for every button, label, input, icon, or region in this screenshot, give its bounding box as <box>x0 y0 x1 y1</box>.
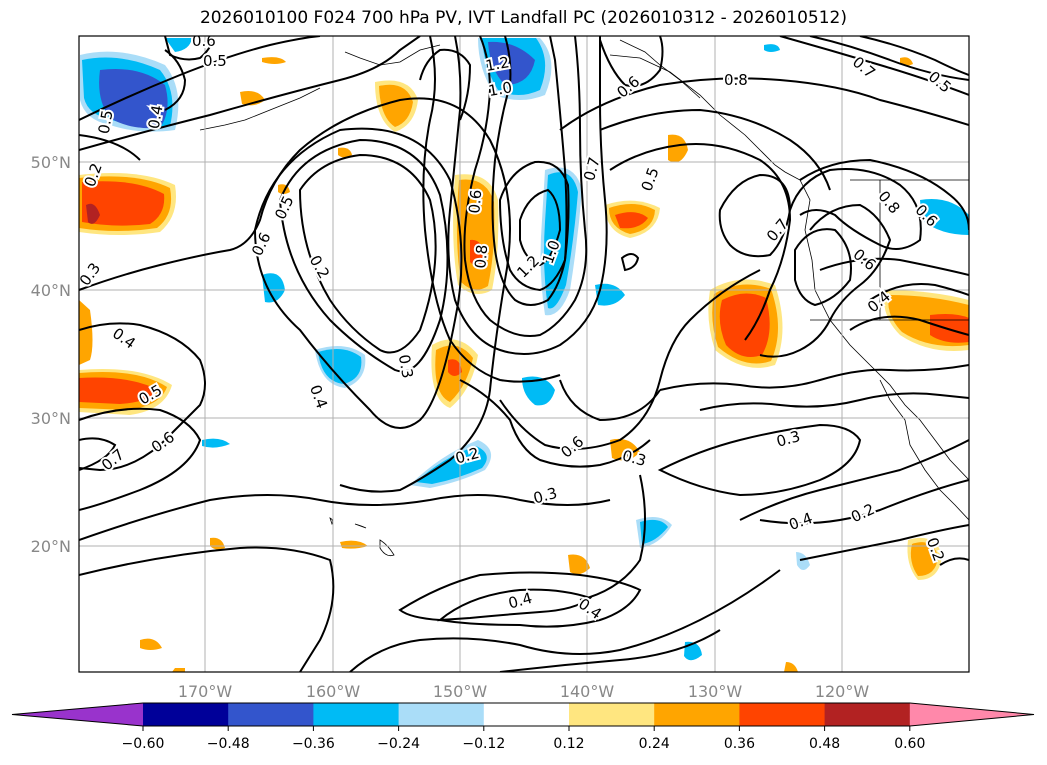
colorbar-swatch <box>313 703 400 726</box>
lon-tick-label: 130°W <box>688 682 743 701</box>
colorbar-tick-label: 0.60 <box>894 736 925 752</box>
contour-label: 1.2 <box>484 53 511 75</box>
lat-tick-label: 50°N <box>31 153 71 172</box>
contour-label: 0.8 <box>724 71 748 89</box>
lat-tick-label: 20°N <box>31 537 71 556</box>
lon-tick-label: 170°W <box>178 682 233 701</box>
lat-tick-label: 40°N <box>31 281 71 300</box>
map-title: 2026010100 F024 700 hPa PV, IVT Landfall… <box>199 8 847 28</box>
colorbar-tick-label: 0.24 <box>639 736 670 752</box>
contour-label: 0.5 <box>203 52 227 70</box>
lon-tick-label: 150°W <box>433 682 488 701</box>
colorbar-swatch <box>398 703 485 726</box>
colorbar-tick-label: 0.48 <box>809 736 840 752</box>
colorbar-swatch <box>654 703 740 726</box>
contour-label: 0.6 <box>465 189 485 214</box>
map-plot-area: 0.6 0.5 0.4 0.5 0.2 0.5 0.6 0.2 0.3 0.4 … <box>79 32 969 672</box>
colorbar-tick-label: −0.60 <box>122 736 165 752</box>
lon-tick-label: 140°W <box>560 682 615 701</box>
graticule <box>79 36 969 672</box>
colorbar-swatch <box>739 703 826 726</box>
contour-label: 0.6 <box>192 32 216 50</box>
colorbar-tick-label: 0.36 <box>724 736 755 752</box>
pv-contours <box>79 36 969 672</box>
shading-layer <box>79 38 969 672</box>
lon-tick-label: 160°W <box>306 682 361 701</box>
lat-tick-label: 30°N <box>31 409 71 428</box>
colorbar-swatch <box>483 703 570 726</box>
colorbar-tick-label: 0.12 <box>553 736 584 752</box>
latitude-axis: 50°N 40°N 30°N 20°N <box>31 153 71 556</box>
lon-tick-label: 120°W <box>815 682 870 701</box>
colorbar-tick-label: −0.36 <box>292 736 335 752</box>
contour-label: 0.8 <box>471 244 491 269</box>
colorbar-swatch <box>143 703 229 726</box>
colorbar-extension-low <box>12 703 143 726</box>
colorbar-tick-label: −0.12 <box>462 736 505 752</box>
colorbar-extension-high <box>909 703 1034 726</box>
colorbar-swatch <box>569 703 655 726</box>
colorbar: −0.60 −0.48 −0.36 −0.24 −0.12 0.12 0.24 0.36 0.4… <box>11 702 1035 752</box>
colorbar-tick-label: −0.48 <box>207 736 250 752</box>
map-frame <box>78 35 970 673</box>
colorbar-swatch <box>824 703 911 726</box>
coastline-layer <box>199 39 969 557</box>
colorbar-tick-label: −0.24 <box>377 736 420 752</box>
colorbar-swatch <box>228 703 314 726</box>
longitude-axis: 170°W 160°W 150°W 140°W 130°W 120°W <box>178 682 870 701</box>
